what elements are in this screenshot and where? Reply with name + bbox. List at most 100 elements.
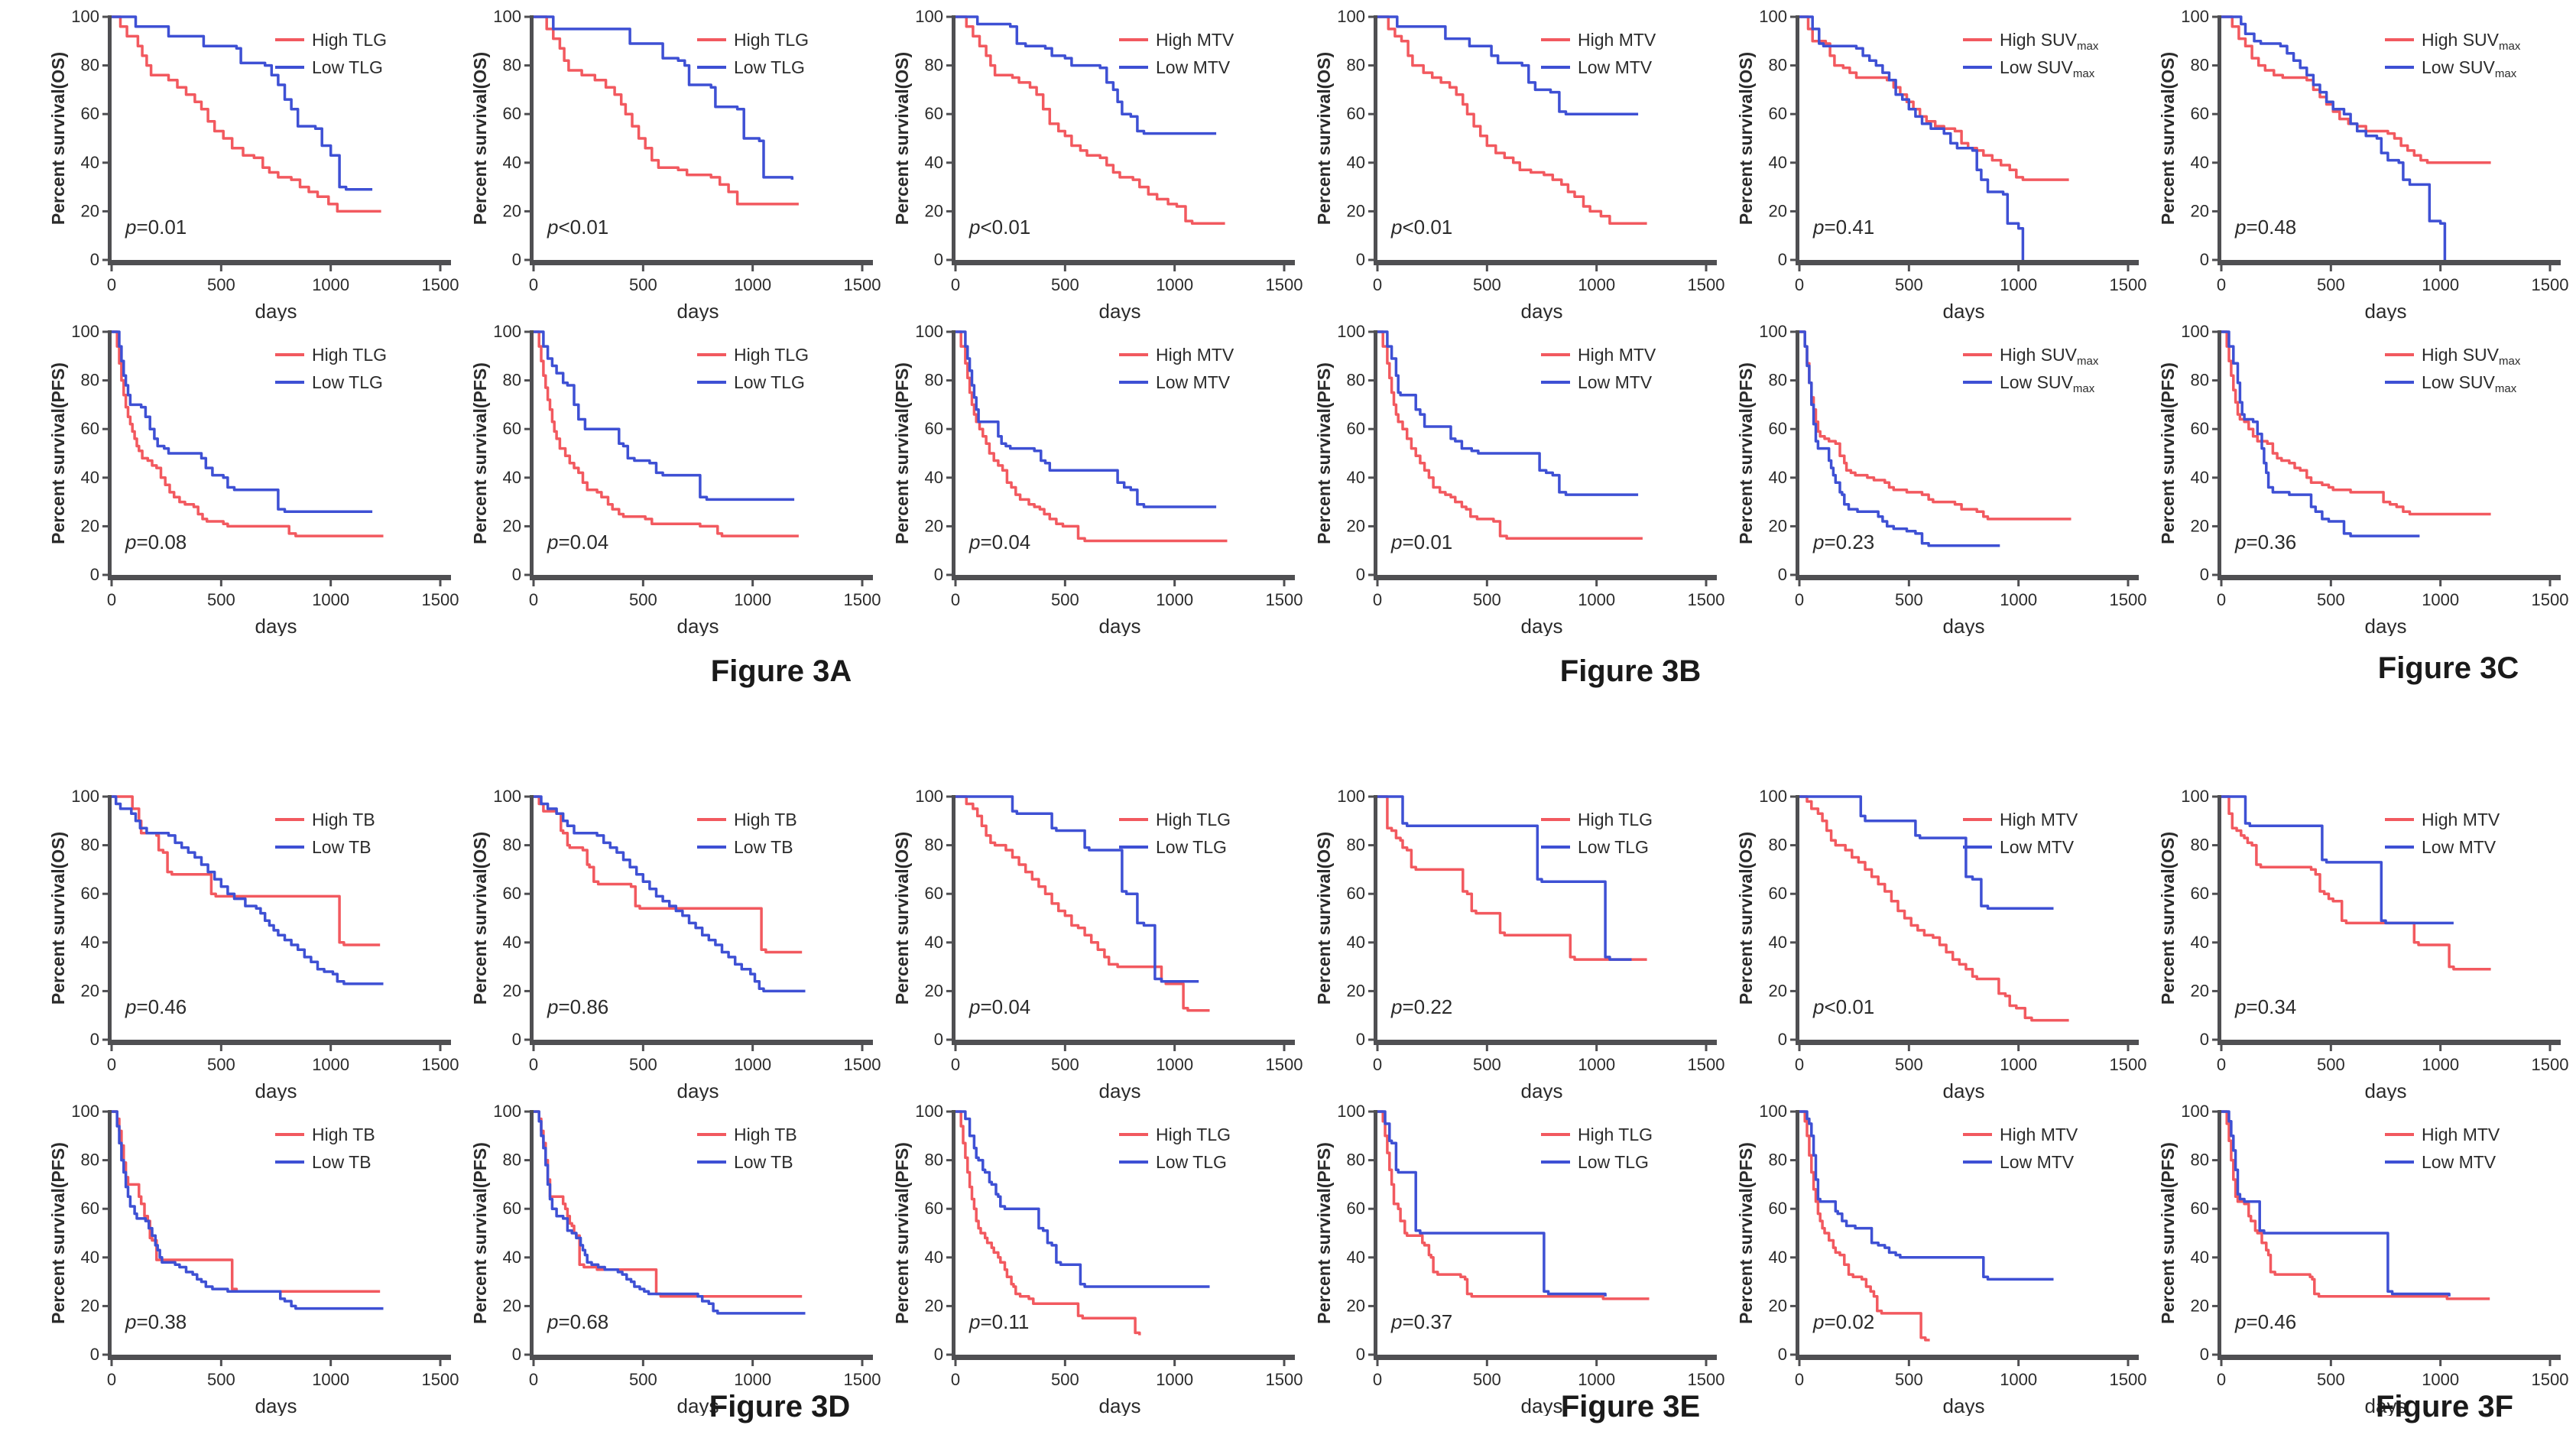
y-tick-label: 40 [503,933,521,952]
p-value-label: p=0.02 [1812,1310,1874,1333]
legend-high-label: High TB [734,810,797,829]
legend-low-label: Low TLG [1578,837,1649,857]
x-tick-label: 0 [529,1055,538,1074]
x-tick-label: 1500 [844,1055,881,1074]
y-axis [1374,1110,1377,1360]
km-plot-3D-pfs-c0: 0 20 40 60 80 100 0 500 1000 1500 Percent survival… [46,1101,468,1417]
km-plot-3E-os-c2: 0 20 40 60 80 100 0 500 1000 1500 Percent survival… [890,786,1312,1102]
x-tick-label: 1000 [2000,275,2037,294]
legend-high-label: High TLG [734,345,809,365]
survival-curve-low [534,15,794,180]
p-value-label: p=0.04 [968,531,1030,553]
y-tick-label: 40 [2191,1248,2209,1267]
y-axis-label: Percent survival(PFS) [892,362,912,544]
x-axis-label: days [677,615,719,636]
y-tick-label: 100 [493,787,521,806]
y-tick-label: 60 [81,884,99,903]
y-axis-label: Percent survival(OS) [2158,832,2178,1005]
survival-curve-high [2221,795,2491,971]
survival-curve-low [1377,795,1632,961]
y-tick-label: 100 [915,1102,943,1121]
figure-caption-3f: Figure 3F [2375,1390,2514,1423]
km-plot-3F-pfs-c5: 0 20 40 60 80 100 0 500 1000 1500 Percent survival… [2156,1101,2576,1417]
x-tick-label: 0 [1795,590,1804,609]
p-value-label: p<0.01 [547,216,608,239]
legend-low-label: Low SUVmax [2422,372,2517,395]
x-axis [1374,1040,1717,1045]
y-axis [1796,15,1799,265]
x-axis [1796,1355,2139,1360]
figure-caption-3d: Figure 3D [709,1390,851,1423]
y-axis-label: Percent survival(OS) [48,52,68,225]
y-tick-label: 40 [503,1248,521,1267]
survival-curve-low [955,15,1217,135]
x-tick-label: 500 [1895,1370,1923,1389]
legend-low-label: Low TLG [312,372,383,392]
p-value-label: p=0.86 [547,995,608,1018]
km-plot-3F-pfs-c4: 0 20 40 60 80 100 0 500 1000 1500 Percent survival… [1734,1101,2156,1417]
survival-curve-low [112,15,373,191]
y-axis [530,795,534,1045]
y-tick-label: 100 [2181,7,2209,26]
km-plot-3B-os-c2: 0 20 40 60 80 100 0 500 1000 1500 Percent survival… [890,6,1312,323]
x-tick-label: 500 [1473,1370,1501,1389]
y-tick-label: 80 [2191,56,2209,75]
survival-curve-high [955,330,1228,543]
x-axis-label: days [255,615,297,636]
legend-high-label: High TLG [312,345,387,365]
y-tick-label: 40 [81,468,99,487]
figure-caption-3a: Figure 3A [710,654,852,688]
y-tick-label: 100 [1759,7,1787,26]
y-tick-label: 40 [503,153,521,172]
legend-high-label: High TLG [734,30,809,50]
y-tick-label: 20 [1769,201,1787,220]
y-axis [2218,795,2221,1045]
x-axis [1796,260,2139,265]
y-axis-label: Percent survival(OS) [892,52,912,225]
y-tick-label: 0 [1778,1345,1787,1364]
y-tick-label: 100 [1337,1102,1365,1121]
y-tick-label: 80 [1347,371,1365,390]
y-tick-label: 80 [2191,836,2209,855]
y-tick-label: 20 [925,981,943,1000]
y-axis [108,1110,112,1360]
y-tick-label: 100 [493,1102,521,1121]
y-tick-label: 60 [2191,1199,2209,1218]
survival-curve-low [112,330,373,514]
y-tick-label: 20 [503,516,521,535]
x-axis-label: days [1099,300,1141,321]
x-tick-label: 1000 [1156,275,1193,294]
y-tick-label: 80 [1347,836,1365,855]
x-tick-label: 1500 [1688,275,1725,294]
y-axis-label: Percent survival(PFS) [1736,1142,1756,1324]
y-axis-label: Percent survival(PFS) [48,1142,68,1324]
y-axis-label: Percent survival(OS) [1314,832,1334,1005]
x-axis [1374,260,1717,265]
x-tick-label: 500 [2317,590,2345,609]
survival-curve-low [1799,1110,2054,1281]
x-axis [952,575,1295,580]
y-axis [1374,15,1377,265]
km-plot-3C-os-c4: 0 20 40 60 80 100 0 500 1000 1500 Percent survival… [1734,6,2156,323]
survival-curve-high [1377,330,1643,540]
x-axis-label: days [1943,1394,1985,1416]
y-tick-label: 20 [1347,1296,1365,1315]
legend-high-label: High TLG [312,30,387,50]
legend-low-label: Low TLG [1578,1152,1649,1172]
y-tick-label: 100 [71,322,99,341]
y-tick-label: 60 [2191,884,2209,903]
x-tick-label: 0 [107,275,116,294]
y-tick-label: 0 [90,1345,99,1364]
x-tick-label: 500 [1051,590,1079,609]
x-axis [108,260,451,265]
x-tick-label: 1000 [2000,1370,2037,1389]
legend-low-label: Low TLG [734,372,805,392]
y-axis [1796,795,1799,1045]
survival-curve-low [955,330,1217,508]
x-axis [530,1355,873,1360]
y-axis [530,1110,534,1360]
legend-low-label: Low SUVmax [2000,372,2095,395]
y-tick-label: 20 [1347,516,1365,535]
